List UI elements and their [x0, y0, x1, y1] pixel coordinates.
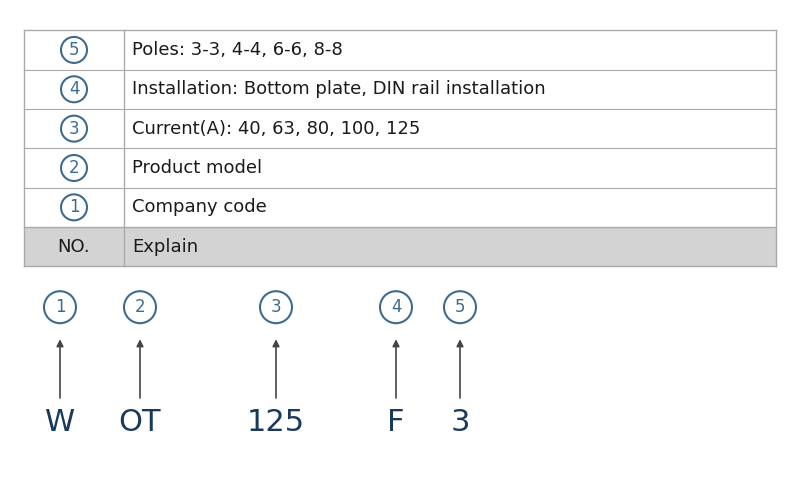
Text: Poles: 3-3, 4-4, 6-6, 8-8: Poles: 3-3, 4-4, 6-6, 8-8	[132, 41, 342, 59]
Bar	[24, 188, 776, 227]
Text: 125: 125	[247, 408, 305, 437]
Text: Installation: Bottom plate, DIN rail installation: Installation: Bottom plate, DIN rail ins…	[132, 80, 546, 98]
Text: 5: 5	[69, 41, 79, 59]
Text: 3: 3	[450, 408, 470, 437]
Text: NO.: NO.	[58, 238, 90, 256]
Text: Company code: Company code	[132, 198, 266, 216]
Text: W: W	[45, 408, 75, 437]
Text: 4: 4	[390, 298, 402, 316]
Text: Explain: Explain	[132, 238, 198, 256]
Text: F: F	[387, 408, 405, 437]
Text: 2: 2	[69, 159, 79, 177]
Text: 1: 1	[69, 198, 79, 216]
Text: 2: 2	[134, 298, 146, 316]
Text: 3: 3	[69, 120, 79, 138]
Bar	[24, 30, 776, 70]
Bar	[24, 227, 776, 266]
Text: 3: 3	[270, 298, 282, 316]
Text: OT: OT	[118, 408, 162, 437]
Text: 1: 1	[54, 298, 66, 316]
Text: 4: 4	[69, 80, 79, 98]
Bar	[24, 70, 776, 109]
Text: Product model: Product model	[132, 159, 262, 177]
Bar	[24, 148, 776, 188]
Text: Current(A): 40, 63, 80, 100, 125: Current(A): 40, 63, 80, 100, 125	[132, 120, 420, 138]
Bar	[24, 109, 776, 148]
Text: 5: 5	[454, 298, 466, 316]
